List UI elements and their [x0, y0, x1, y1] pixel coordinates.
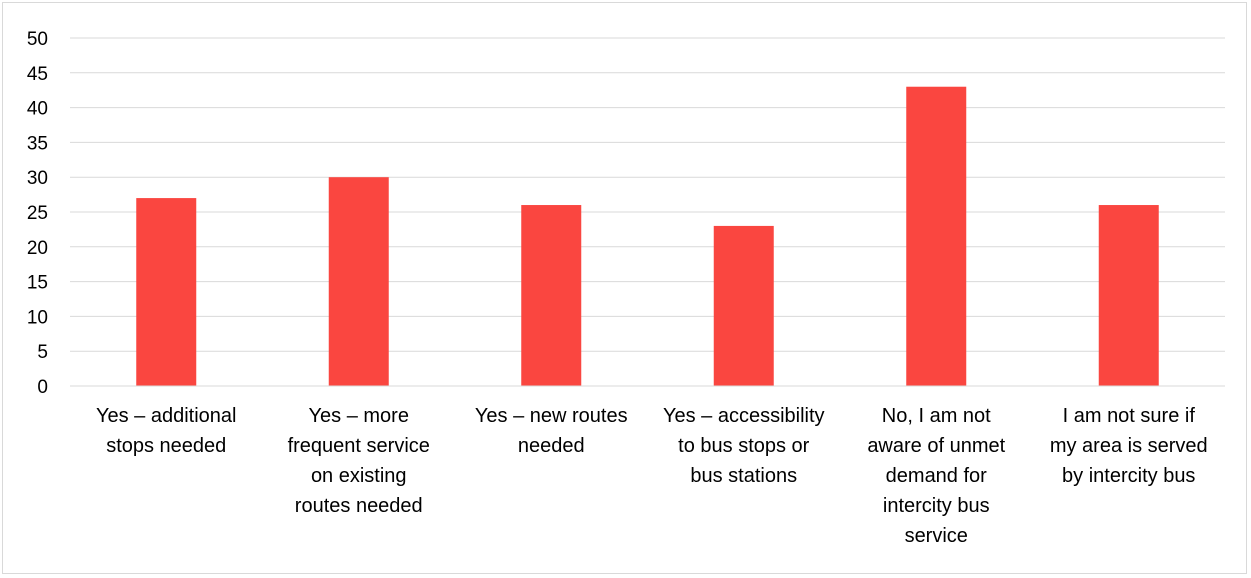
- x-axis-category-labels: Yes – additional stops needed Yes – more fr…: [96, 405, 1208, 547]
- category-label-line: service: [905, 525, 968, 547]
- category-label-line: I am not sure if: [1063, 405, 1196, 427]
- category-label: I am not sure if my area is served by inte…: [1050, 405, 1208, 487]
- category-label-line: frequent service: [288, 435, 430, 457]
- category-label-line: my area is served: [1050, 435, 1208, 457]
- category-label-line: No, I am not: [882, 405, 991, 427]
- category-label-line: to bus stops or: [678, 435, 810, 457]
- category-label-line: routes needed: [295, 495, 423, 517]
- category-label: No, I am not aware of unmet demand for inte…: [867, 405, 1005, 547]
- category-label-line: aware of unmet: [867, 435, 1005, 457]
- y-tick-label: 50: [27, 29, 48, 50]
- y-tick-label: 0: [37, 377, 48, 398]
- bar: [713, 225, 774, 386]
- y-tick-label: 15: [27, 273, 48, 294]
- y-tick-label: 10: [27, 307, 48, 328]
- bar: [906, 86, 967, 386]
- y-tick-label: 30: [27, 168, 48, 189]
- bar: [136, 198, 197, 386]
- y-tick-label: 45: [27, 64, 48, 85]
- bar: [328, 177, 389, 386]
- category-label-line: bus stations: [690, 465, 797, 487]
- category-label-line: by intercity bus: [1062, 465, 1195, 487]
- category-label-line: stops needed: [106, 435, 226, 457]
- bar: [1098, 205, 1159, 386]
- y-axis-tick-labels: 0 5 10 15 20 25 30 35 40 45 50: [27, 29, 48, 398]
- y-tick-label: 35: [27, 133, 48, 154]
- category-label: Yes – accessibility to bus stops or bus st…: [663, 405, 825, 487]
- category-label-line: Yes – more: [309, 405, 409, 427]
- gridlines: [70, 37, 1225, 352]
- category-label: Yes – new routes needed: [475, 405, 628, 457]
- y-tick-label: 40: [27, 99, 48, 120]
- bars: [136, 86, 1159, 386]
- category-label-line: Yes – additional: [96, 405, 237, 427]
- category-label-line: Yes – accessibility: [663, 405, 825, 427]
- y-tick-label: 20: [27, 238, 48, 259]
- category-label-line: demand for: [886, 465, 988, 487]
- category-label-line: needed: [518, 435, 585, 457]
- category-label-line: on existing: [311, 465, 407, 487]
- category-label: Yes – additional stops needed: [96, 405, 237, 457]
- y-tick-label: 5: [37, 342, 48, 363]
- y-tick-label: 25: [27, 203, 48, 224]
- bar: [521, 205, 582, 386]
- category-label-line: Yes – new routes: [475, 405, 628, 427]
- category-label-line: intercity bus: [883, 495, 990, 517]
- category-label: Yes – more frequent service on existing rou…: [288, 405, 430, 517]
